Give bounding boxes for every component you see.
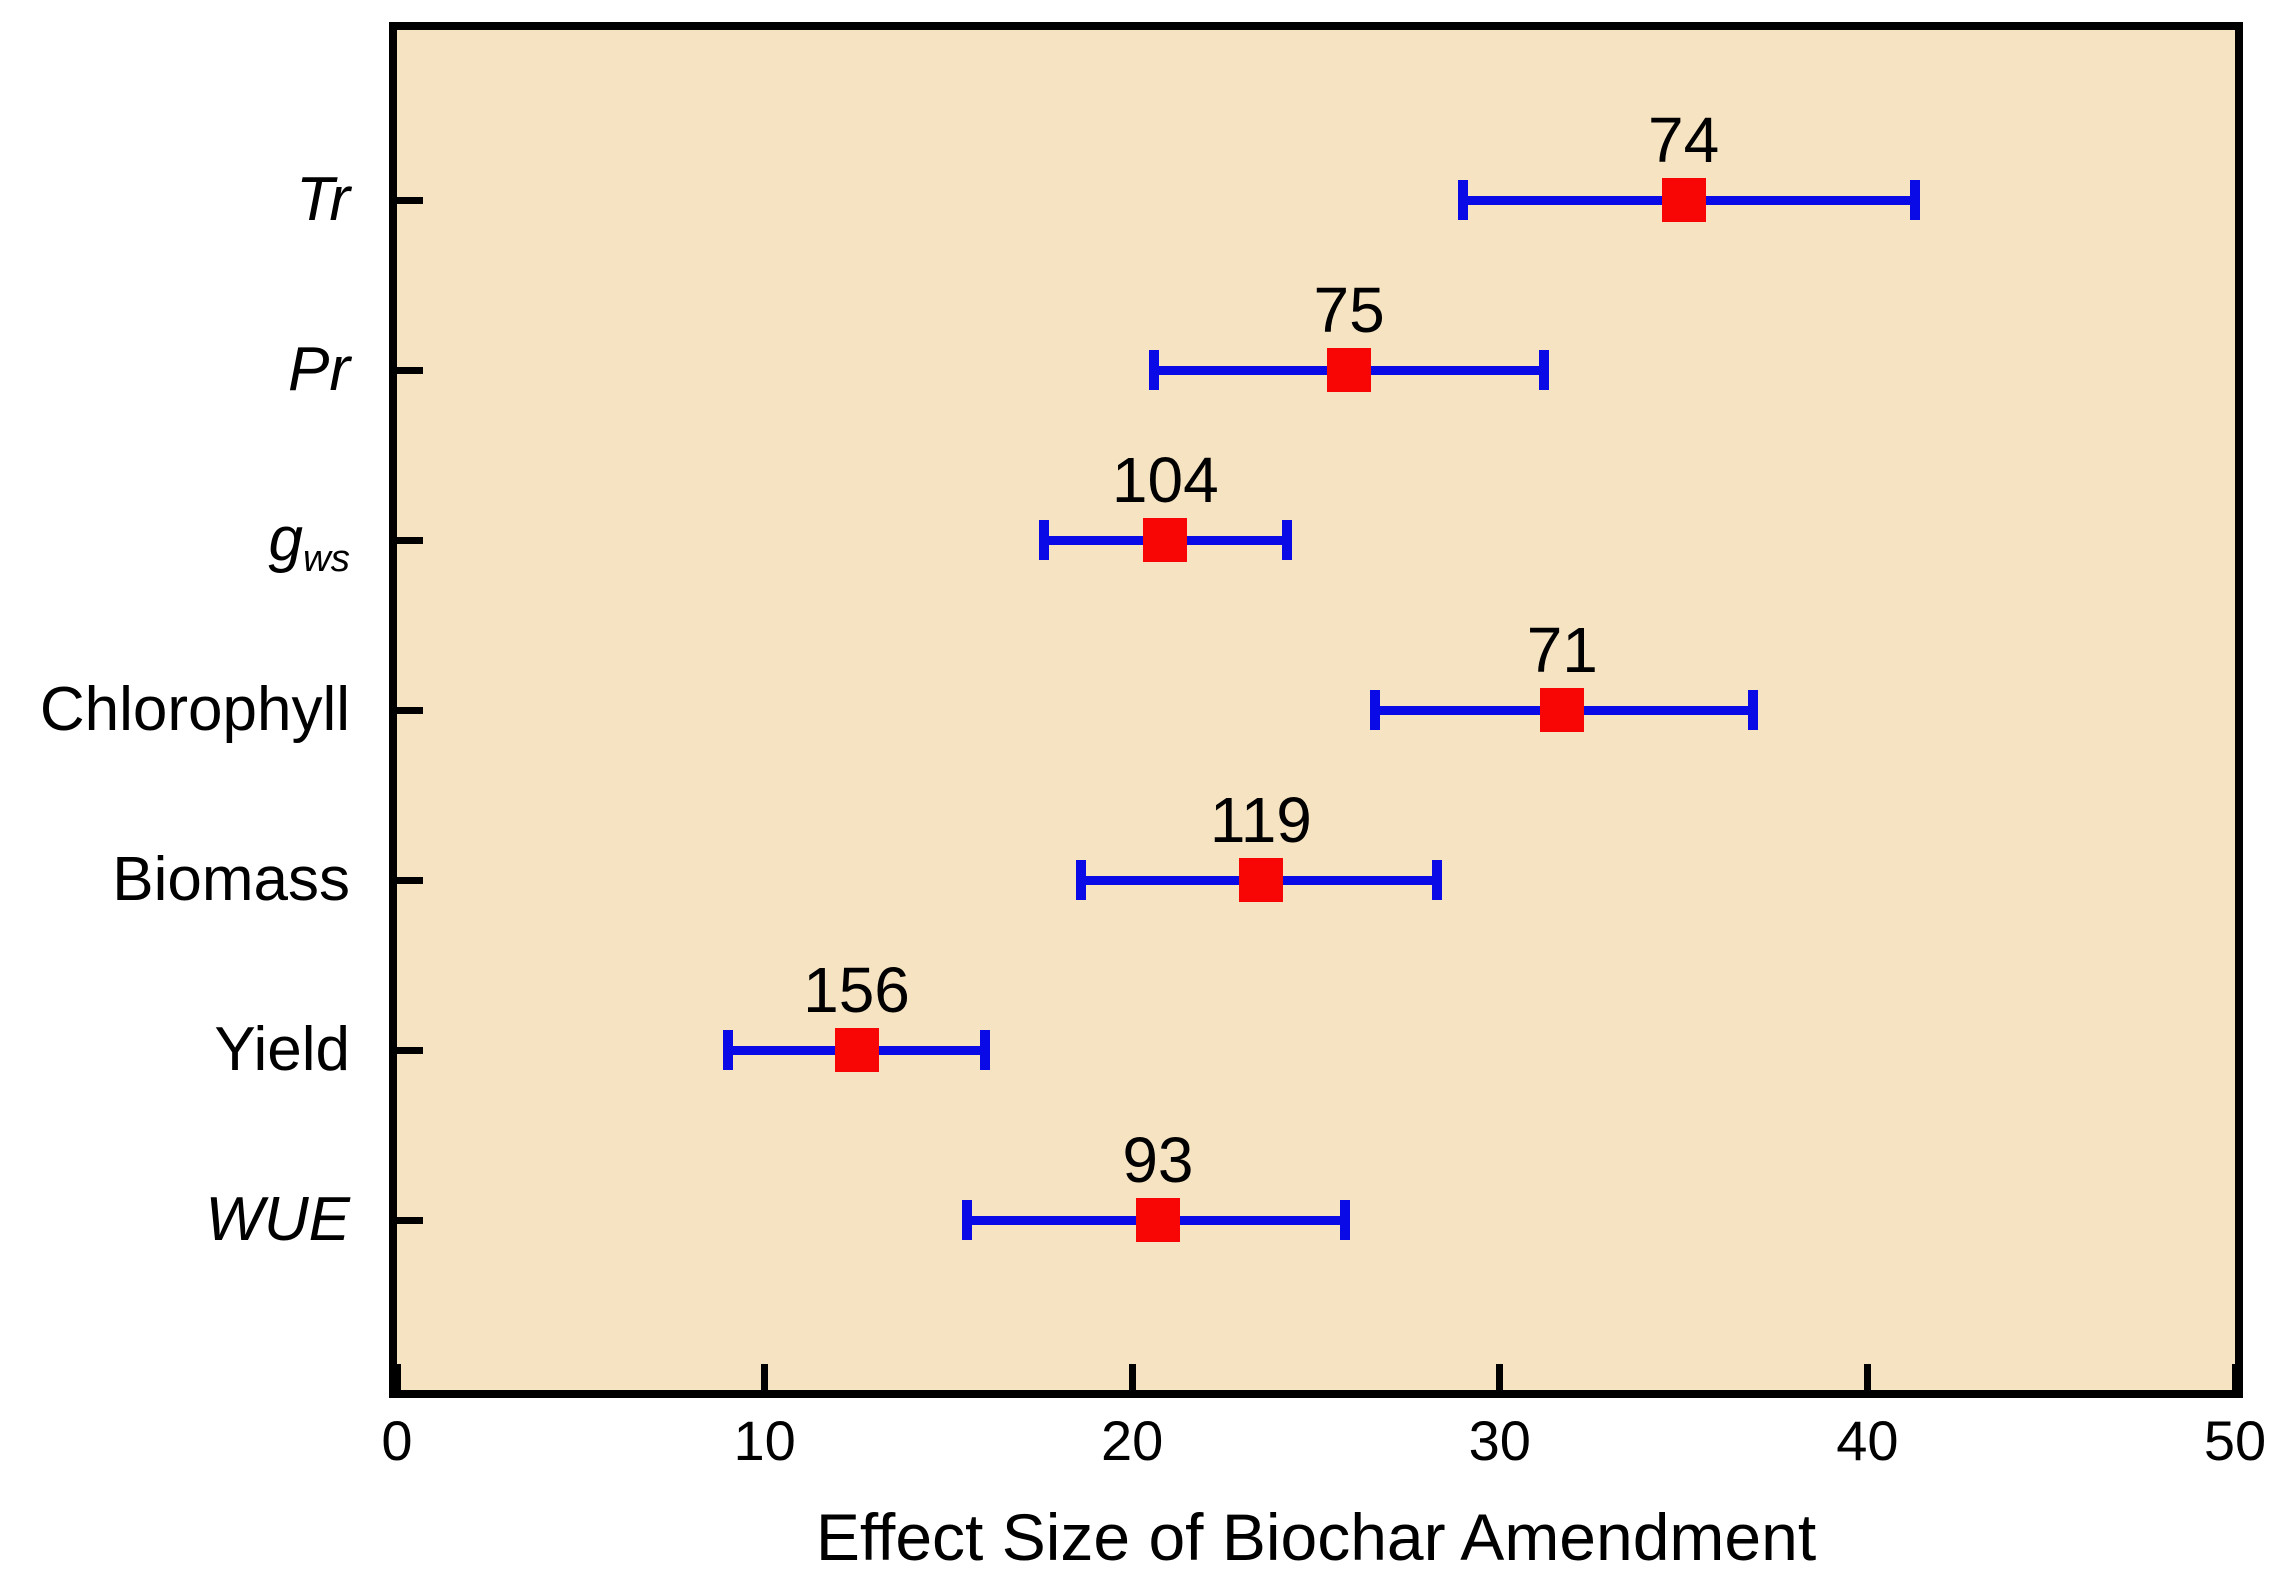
count-label: 104 bbox=[1111, 444, 1219, 516]
error-bar-cap-left bbox=[1075, 860, 1086, 900]
y-axis-tick bbox=[397, 1216, 423, 1224]
x-axis-title: Effect Size of Biochar Amendment bbox=[815, 1500, 1817, 1574]
x-tick-label: 30 bbox=[1468, 1409, 1531, 1472]
mean-marker bbox=[1661, 178, 1706, 222]
count-label: 93 bbox=[1122, 1124, 1194, 1196]
y-axis-tick bbox=[397, 706, 423, 714]
mean-marker bbox=[1540, 688, 1585, 732]
plot-area-frame bbox=[389, 22, 2243, 1398]
category-label-text: g bbox=[268, 505, 304, 574]
category-label: Biomass bbox=[112, 842, 350, 918]
x-tick-label: 50 bbox=[2203, 1409, 2267, 1472]
error-bar-cap-left bbox=[1458, 180, 1469, 220]
error-bar-cap-right bbox=[1910, 180, 1921, 220]
category-label-subscript: ws bbox=[303, 536, 350, 580]
mean-marker bbox=[1135, 1198, 1180, 1242]
error-bar-cap-right bbox=[1340, 1200, 1351, 1240]
error-bar-cap-left bbox=[961, 1200, 972, 1240]
error-bar-cap-left bbox=[1369, 690, 1380, 730]
x-tick-label: 40 bbox=[1836, 1409, 1899, 1472]
category-label-text: Chlorophyll bbox=[39, 675, 350, 744]
x-axis-tick bbox=[1496, 1364, 1504, 1390]
mean-marker bbox=[1238, 858, 1283, 902]
y-axis-tick bbox=[397, 536, 423, 544]
x-axis-tick bbox=[1128, 1364, 1136, 1390]
count-label: 156 bbox=[803, 954, 910, 1026]
error-bar-cap-right bbox=[980, 1030, 991, 1070]
category-label: Pr bbox=[288, 332, 350, 408]
count-label: 75 bbox=[1313, 274, 1385, 346]
category-label-text: Tr bbox=[296, 165, 350, 234]
x-tick-label: 20 bbox=[1101, 1409, 1164, 1472]
error-bar-cap-left bbox=[1149, 350, 1160, 390]
category-label-text: Pr bbox=[288, 335, 350, 404]
category-label-text: Yield bbox=[214, 1015, 350, 1084]
category-label: WUE bbox=[205, 1182, 350, 1258]
mean-marker bbox=[834, 1028, 879, 1072]
category-label-text: WUE bbox=[205, 1185, 350, 1254]
y-axis-tick bbox=[397, 1046, 423, 1054]
plot-layer: 74 75 104 71 119 156 93 bbox=[393, 30, 2239, 1390]
error-bar-cap-right bbox=[1432, 860, 1443, 900]
y-axis-tick bbox=[397, 876, 423, 884]
mean-marker bbox=[1143, 518, 1188, 562]
error-bar-cap-left bbox=[1038, 520, 1049, 560]
category-label-text: Biomass bbox=[112, 845, 350, 914]
count-label: 119 bbox=[1209, 784, 1312, 856]
error-bar-cap-right bbox=[1538, 350, 1549, 390]
category-label: gws bbox=[269, 502, 350, 597]
x-axis-tick bbox=[393, 1364, 401, 1390]
x-axis-tick bbox=[761, 1364, 769, 1390]
x-tick-label: 10 bbox=[733, 1409, 796, 1472]
count-label: 71 bbox=[1526, 614, 1598, 686]
count-label: 74 bbox=[1648, 104, 1720, 176]
error-bar-cap-right bbox=[1748, 690, 1759, 730]
x-axis-tick bbox=[2231, 1364, 2239, 1390]
y-axis-tick bbox=[397, 196, 423, 204]
mean-marker bbox=[1327, 348, 1372, 392]
category-label: Chlorophyll bbox=[40, 672, 350, 748]
x-tick-label: 0 bbox=[381, 1409, 413, 1472]
y-axis-tick bbox=[397, 366, 423, 374]
error-bar-cap-left bbox=[722, 1030, 733, 1070]
x-axis-tick bbox=[1863, 1364, 1871, 1390]
category-label: Yield bbox=[214, 1012, 350, 1088]
category-label: Tr bbox=[296, 162, 350, 238]
error-bar-cap-right bbox=[1281, 520, 1292, 560]
